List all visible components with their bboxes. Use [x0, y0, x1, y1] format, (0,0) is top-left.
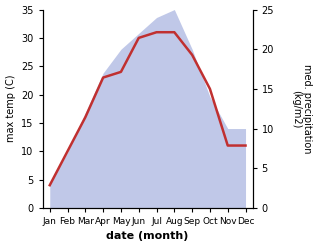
Y-axis label: max temp (C): max temp (C) — [5, 75, 16, 143]
X-axis label: date (month): date (month) — [107, 231, 189, 242]
Y-axis label: med. precipitation
(kg/m2): med. precipitation (kg/m2) — [291, 64, 313, 153]
